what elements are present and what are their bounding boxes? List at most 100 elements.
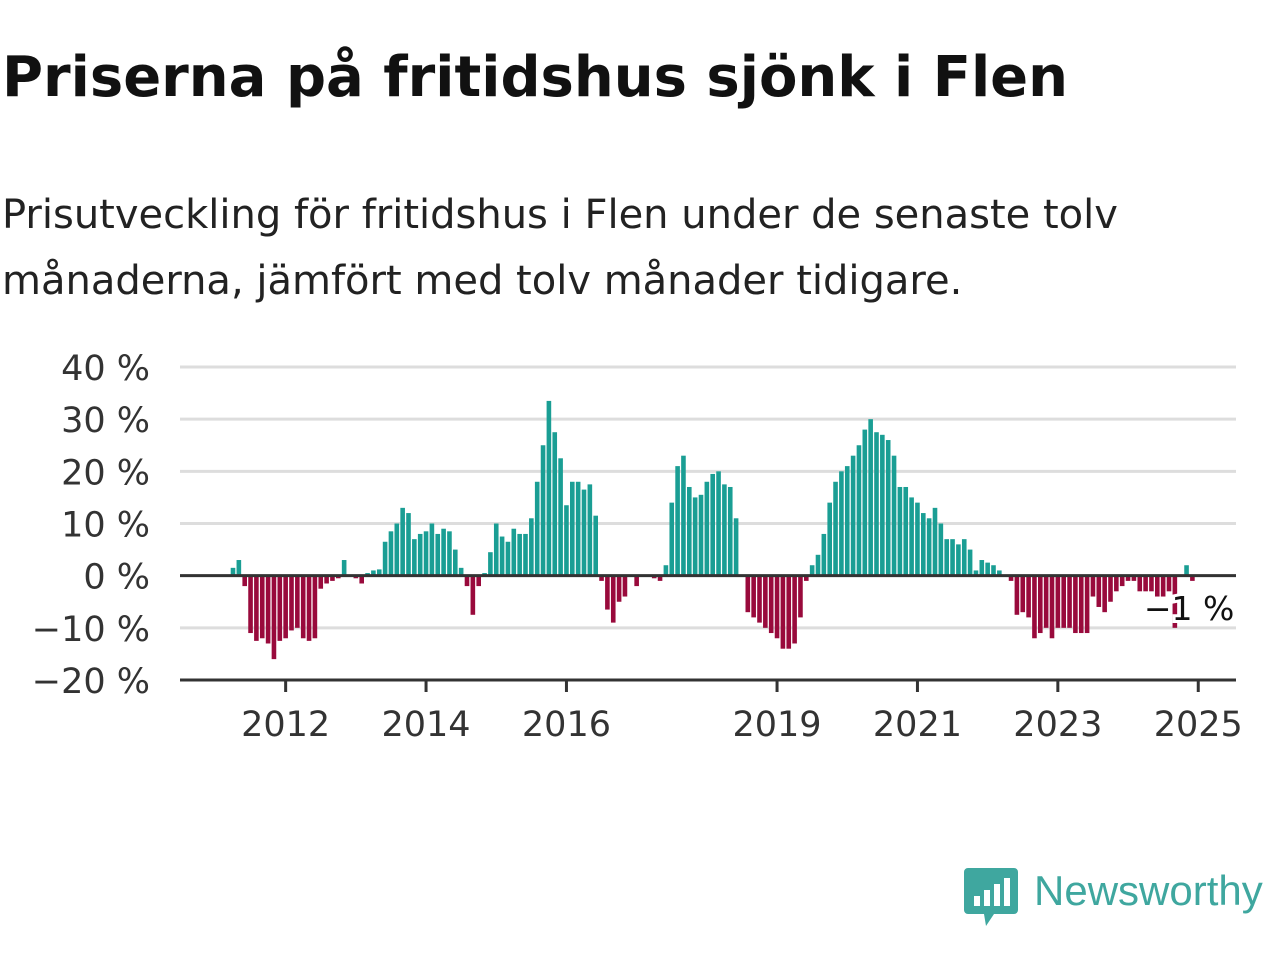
bar xyxy=(312,575,318,639)
bar xyxy=(786,575,792,649)
bar xyxy=(1084,575,1090,634)
bar xyxy=(915,502,920,576)
bar xyxy=(821,533,827,576)
bar xyxy=(295,575,300,628)
bar xyxy=(985,562,990,576)
bar xyxy=(716,471,721,576)
bar xyxy=(844,466,850,576)
bar xyxy=(634,575,639,587)
bar xyxy=(1190,575,1195,581)
newsworthy-logo-icon xyxy=(964,868,1018,926)
bar xyxy=(546,400,552,576)
bar xyxy=(827,502,832,576)
bar xyxy=(997,570,1002,576)
bar xyxy=(833,481,838,576)
x-tick-label: 2014 xyxy=(382,705,471,745)
bar xyxy=(1090,575,1096,597)
bar xyxy=(938,523,944,576)
bar xyxy=(277,575,283,641)
bar xyxy=(1061,575,1066,628)
bar xyxy=(727,486,733,576)
bar xyxy=(1125,575,1131,581)
bar xyxy=(956,544,961,576)
bar xyxy=(417,533,423,576)
bar xyxy=(722,484,727,576)
bar xyxy=(1032,575,1037,639)
bar xyxy=(505,541,511,576)
bar xyxy=(265,575,271,644)
bar xyxy=(692,497,698,576)
bar xyxy=(575,481,581,576)
x-tick-label: 2016 xyxy=(522,705,611,745)
bar xyxy=(1073,575,1078,634)
bar xyxy=(388,531,394,576)
bar xyxy=(599,575,604,581)
bar xyxy=(979,560,985,576)
bar xyxy=(493,523,499,576)
bar xyxy=(880,434,885,576)
bar xyxy=(1038,575,1043,634)
bar xyxy=(932,507,938,576)
bar xyxy=(1119,575,1125,587)
bar xyxy=(1149,575,1154,592)
bar xyxy=(552,432,558,576)
bar xyxy=(429,523,435,576)
bar xyxy=(967,549,973,576)
chart-title: Priserna på fritidshus sjönk i Flen xyxy=(2,45,1069,110)
bar xyxy=(581,489,587,576)
x-tick-label: 2021 xyxy=(873,705,962,745)
bar xyxy=(862,429,868,576)
bar xyxy=(1102,575,1107,613)
bar xyxy=(458,567,464,576)
y-tick-label: 10 % xyxy=(61,506,150,546)
bar xyxy=(558,458,563,576)
y-tick-label: 30 % xyxy=(61,401,150,441)
bar xyxy=(763,575,768,628)
bar xyxy=(961,539,967,576)
bar xyxy=(704,481,710,576)
bar xyxy=(733,518,739,576)
bar xyxy=(435,533,441,576)
bars xyxy=(230,400,1195,660)
bar xyxy=(792,575,797,644)
bar xyxy=(687,486,692,576)
bar xyxy=(423,531,429,576)
y-tick-label: −10 % xyxy=(32,610,150,650)
bar xyxy=(341,560,347,576)
y-axis-labels: 40 % 30 % 20 % 10 % 0 % −10 % −20 % xyxy=(32,349,150,702)
bar xyxy=(476,575,481,587)
bar xyxy=(248,575,253,634)
bar xyxy=(406,513,411,576)
bar xyxy=(1078,575,1084,634)
bar xyxy=(663,565,669,576)
bar xyxy=(382,541,388,576)
bar xyxy=(1166,575,1172,592)
bar xyxy=(318,575,324,589)
bar xyxy=(616,575,622,602)
bar xyxy=(289,575,294,631)
bar xyxy=(1096,575,1102,607)
bar xyxy=(698,494,704,576)
bar xyxy=(230,567,236,576)
bar xyxy=(909,497,914,576)
bar xyxy=(371,570,376,576)
bar xyxy=(991,565,996,576)
bar xyxy=(605,575,610,610)
bar xyxy=(511,528,517,576)
bar xyxy=(523,533,528,576)
bar xyxy=(271,575,277,660)
bar xyxy=(400,507,405,576)
bar xyxy=(1055,575,1061,628)
bar xyxy=(587,484,593,576)
bar xyxy=(1172,575,1178,628)
bar xyxy=(710,473,715,576)
bar xyxy=(1043,575,1049,628)
bar-chart: 40 %30 %20 %10 %0 %−10 %−20 % 2012 2014 20… xyxy=(32,349,1243,745)
bar xyxy=(944,539,949,576)
brand-name: Newsworthy xyxy=(1034,867,1263,914)
bar xyxy=(751,575,756,618)
bar xyxy=(885,440,891,576)
bar xyxy=(921,513,926,576)
y-tick-label: 40 % xyxy=(61,349,150,389)
bar xyxy=(874,432,879,576)
